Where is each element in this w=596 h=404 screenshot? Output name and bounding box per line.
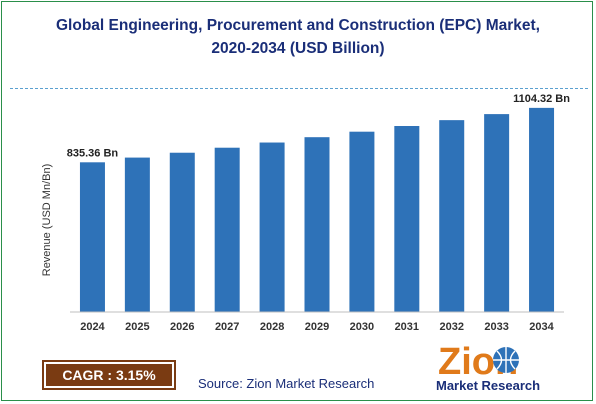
- zion-logo: Zion Market Research: [436, 341, 540, 393]
- bar-2026: [169, 152, 195, 312]
- x-tick-label: 2033: [484, 321, 508, 333]
- bar-2028: [259, 142, 285, 312]
- x-tick-label: 2032: [439, 321, 463, 333]
- logo-tagline: Market Research: [436, 378, 540, 393]
- data-value-label: 835.36 Bn: [67, 147, 119, 159]
- x-tick-label: 2027: [215, 321, 239, 333]
- bars-group: [79, 107, 555, 312]
- x-tick-label: 2024: [80, 321, 105, 333]
- x-tick-label: 2030: [350, 321, 374, 333]
- bar-2031: [394, 126, 420, 312]
- bar-chart: 2024 2025 2026 2027 2028 2029 2030 2031 2032 2033…: [41, 93, 570, 333]
- bar-2032: [439, 120, 465, 312]
- x-tick-label: 2025: [125, 321, 149, 333]
- cagr-label: CAGR : 3.15%: [46, 364, 172, 386]
- value-labels: 835.36 Bn 1104.32 Bn: [67, 93, 570, 159]
- cagr-badge: CAGR : 3.15%: [42, 360, 176, 390]
- x-tick-labels: 2024 2025 2026 2027 2028 2029 2030 2031 2032 2033…: [80, 321, 554, 333]
- bar-2027: [214, 147, 240, 312]
- bar-2030: [349, 131, 375, 312]
- globe-lines: [493, 347, 519, 373]
- x-tick-label: 2028: [260, 321, 284, 333]
- title-divider: [10, 88, 588, 89]
- chart-title: Global Engineering, Procurement and Cons…: [2, 14, 592, 60]
- title-line-2: 2020-2034 (USD Billion): [211, 40, 385, 57]
- bar-2025: [124, 157, 150, 312]
- x-tick-label: 2026: [170, 321, 194, 333]
- y-axis-label: Revenue (USD Mn/Bn): [41, 164, 53, 277]
- bar-2033: [484, 114, 510, 312]
- bar-2029: [304, 137, 330, 312]
- title-line-1: Global Engineering, Procurement and Cons…: [55, 17, 540, 34]
- bar-2034: [529, 107, 555, 312]
- bar-2024: [79, 162, 105, 312]
- source-note: Source: Zion Market Research: [198, 376, 375, 391]
- x-tick-label: 2031: [395, 321, 419, 333]
- data-value-label: 1104.32 Bn: [513, 93, 570, 105]
- x-tick-label: 2034: [529, 321, 554, 333]
- x-tick-label: 2029: [305, 321, 329, 333]
